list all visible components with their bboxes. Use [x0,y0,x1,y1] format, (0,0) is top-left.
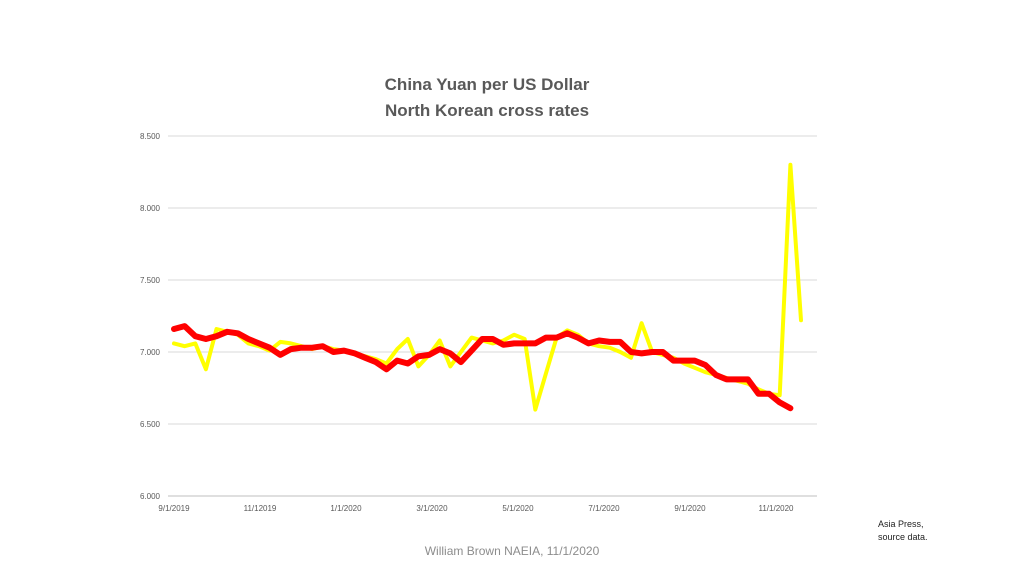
x-tick-label: 11/12019 [244,504,277,513]
x-tick-label: 3/1/2020 [416,504,448,513]
series-group [171,162,803,412]
gridlines [168,135,817,497]
source-note: Asia Press, source data. [878,518,958,544]
y-tick-label: 6.500 [140,420,161,429]
x-tick-label: 11/1/2020 [759,504,795,513]
y-tick-label: 7.000 [140,348,161,357]
x-tick-label: 9/1/2019 [158,504,190,513]
y-tick-label: 8.000 [140,204,161,213]
x-tick-label: 1/1/2020 [330,504,362,513]
source-line2: source data. [878,532,928,542]
chart-title-line2: North Korean cross rates [384,101,590,120]
footer-credit: William Brown NAEIA, 11/1/2020 [424,544,600,558]
x-axis-ticks: 9/1/2019 11/12019 1/1/2020 3/1/2020 5/1/2020… [158,504,794,513]
y-tick-label: 7.500 [140,276,161,285]
source-line1: Asia Press, [878,519,924,529]
series-line-yellow [172,162,803,412]
x-tick-label: 7/1/2020 [588,504,620,513]
y-tick-label: 8.500 [140,132,161,141]
y-axis-ticks: 8.500 8.000 7.500 7.000 6.500 6.000 [140,132,161,501]
chart-title-line1: China Yuan per US Dollar [384,75,590,94]
y-tick-label: 6.000 [140,492,161,501]
x-tick-label: 5/1/2020 [502,504,534,513]
series-line-red [171,323,794,412]
x-tick-label: 9/1/2020 [674,504,706,513]
